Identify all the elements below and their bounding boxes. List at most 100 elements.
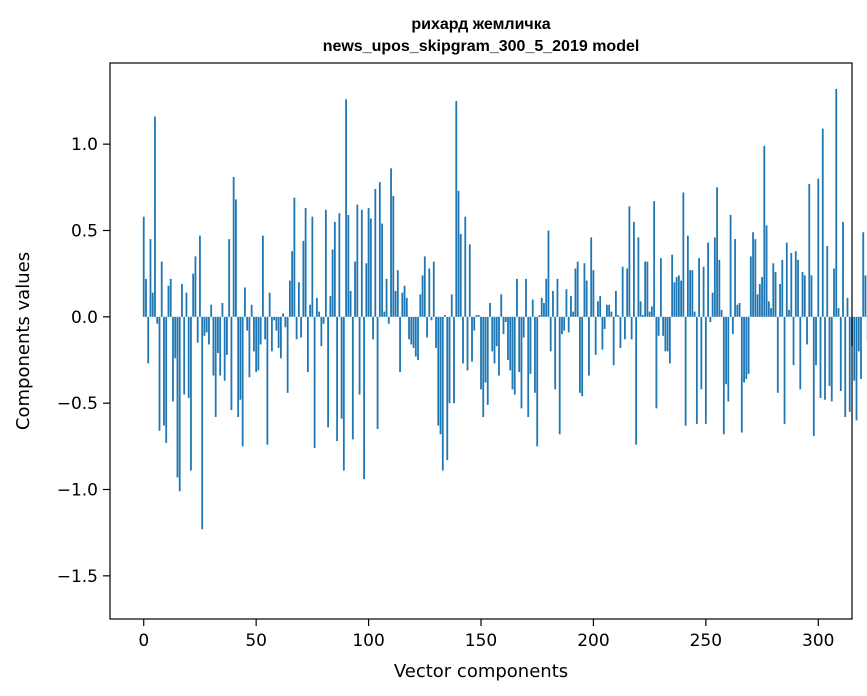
x-tick-label: 250 — [690, 631, 722, 651]
bar-120 — [412, 316, 415, 348]
bar-114 — [399, 316, 401, 373]
bar-77 — [315, 297, 318, 317]
bar-6 — [156, 316, 159, 324]
bar-277 — [765, 225, 768, 317]
bar-30 — [210, 304, 213, 317]
bar-163 — [509, 316, 512, 371]
bar-34 — [219, 316, 222, 376]
x-axis-label: Vector components — [394, 661, 568, 682]
bar-290 — [794, 251, 797, 317]
chart-title: рихард жемличка — [411, 16, 550, 33]
bar-278 — [767, 301, 770, 317]
bar-271 — [752, 232, 754, 317]
bar-122 — [417, 316, 419, 360]
bar-262 — [731, 316, 734, 335]
bar-184 — [556, 278, 559, 317]
bar-27 — [203, 316, 206, 336]
bar-195 — [581, 316, 584, 397]
bar-259 — [725, 316, 727, 385]
bar-252 — [709, 316, 712, 323]
bar-35 — [221, 303, 224, 317]
bar-296 — [808, 183, 811, 317]
bar-287 — [788, 309, 790, 317]
bar-124 — [421, 275, 424, 317]
bar-188 — [565, 289, 568, 317]
bar-193 — [576, 261, 579, 317]
bar-80 — [322, 316, 325, 324]
bar-28 — [205, 316, 208, 333]
bar-5 — [154, 116, 156, 317]
chart-subtitle: news_upos_skipgram_300_5_2019 model — [323, 38, 640, 55]
bar-59 — [275, 316, 278, 331]
bar-180 — [547, 230, 550, 317]
bar-244 — [691, 270, 694, 317]
bar-268 — [745, 316, 748, 379]
bar-240 — [682, 192, 685, 317]
bar-260 — [727, 316, 730, 402]
bar-88 — [340, 316, 343, 419]
bar-3 — [149, 239, 152, 317]
bar-292 — [799, 316, 802, 390]
bar-194 — [579, 316, 581, 393]
bar-269 — [747, 316, 750, 374]
bar-71 — [302, 240, 305, 317]
bar-250 — [704, 316, 707, 424]
bar-98 — [363, 316, 365, 480]
bar-83 — [329, 296, 332, 317]
bar-177 — [540, 297, 543, 317]
x-tick-label: 300 — [802, 631, 834, 651]
bar-300 — [817, 178, 820, 317]
plot-frame — [109, 62, 853, 620]
bar-191 — [572, 311, 575, 317]
bar-129 — [432, 261, 435, 317]
bar-206 — [606, 304, 608, 317]
bar-14 — [174, 316, 177, 359]
bar-155 — [491, 316, 494, 352]
bar-133 — [441, 316, 444, 471]
bar-283 — [779, 284, 781, 317]
bar-84 — [331, 249, 334, 317]
bar-51 — [257, 316, 260, 371]
x-tick-label: 0 — [138, 631, 149, 651]
bar-307 — [833, 268, 835, 317]
bar-100 — [367, 208, 370, 317]
bar-313 — [846, 297, 849, 317]
bar-65 — [288, 280, 291, 317]
bar-237 — [675, 277, 678, 317]
bar-311 — [842, 221, 844, 317]
bar-92 — [349, 290, 352, 317]
bar-147 — [473, 316, 476, 331]
bar-304 — [826, 246, 829, 317]
bar-66 — [291, 251, 294, 317]
bar-125 — [423, 256, 426, 317]
bar-282 — [776, 316, 779, 393]
bar-109 — [387, 316, 390, 324]
bar-178 — [543, 303, 545, 317]
bar-140 — [457, 190, 460, 317]
bar-247 — [698, 258, 700, 317]
bar-42 — [237, 316, 240, 417]
bar-211 — [617, 315, 620, 317]
bar-298 — [812, 316, 815, 436]
bar-200 — [592, 270, 595, 317]
bar-245 — [693, 311, 696, 317]
bar-76 — [313, 316, 316, 449]
bar-302 — [821, 128, 824, 317]
bar-223 — [644, 261, 647, 317]
y-tick-label: 0.5 — [71, 221, 98, 241]
x-tick-label: 200 — [577, 631, 609, 651]
bar-157 — [495, 316, 498, 347]
bar-242 — [686, 235, 689, 317]
bar-11 — [167, 285, 170, 317]
bar-26 — [201, 316, 204, 530]
bar-156 — [493, 316, 496, 364]
bar-49 — [253, 316, 255, 352]
bar-141 — [459, 233, 462, 317]
bar-306 — [830, 316, 833, 402]
bar-279 — [770, 308, 772, 317]
bar-121 — [414, 316, 417, 357]
bar-90 — [345, 99, 347, 317]
bar-40 — [232, 176, 235, 317]
bar-297 — [810, 275, 813, 317]
bar-208 — [610, 311, 613, 317]
